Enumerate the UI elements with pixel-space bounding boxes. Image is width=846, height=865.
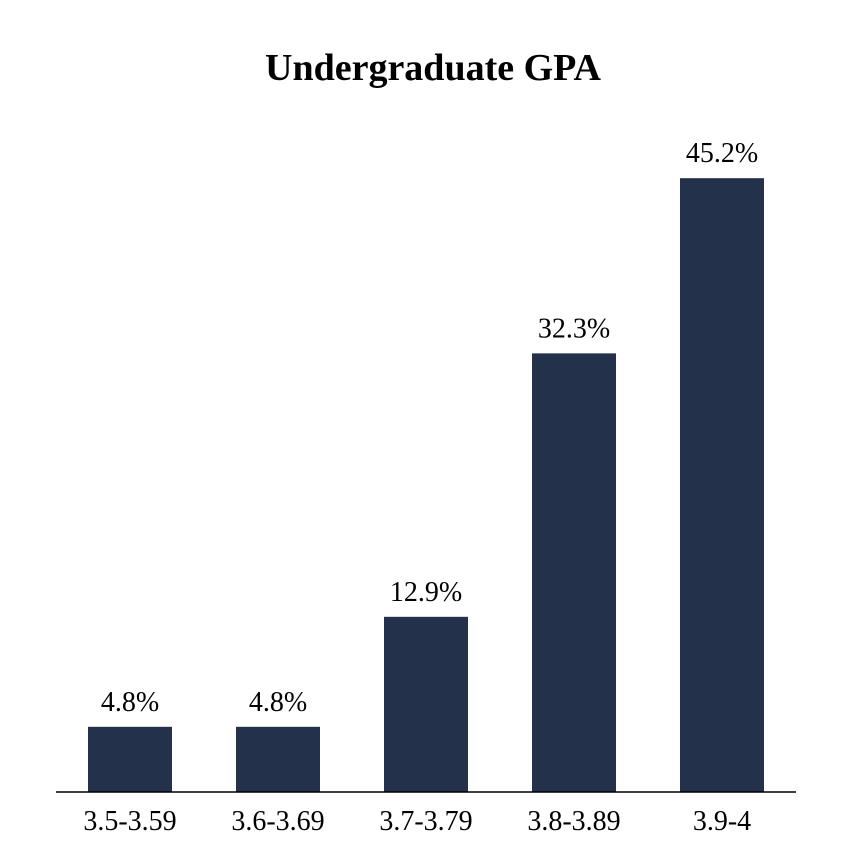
value-label-3.7-3.79: 12.9% <box>390 577 462 608</box>
x-tick-label-3.6-3.69: 3.6-3.69 <box>231 806 324 837</box>
bar-3.6-3.69 <box>236 726 320 792</box>
bars-group <box>88 178 764 792</box>
x-tick-label-3.9-4: 3.9-4 <box>693 806 751 837</box>
x-tick-label-3.8-3.89: 3.8-3.89 <box>527 806 620 837</box>
value-label-3.9-4: 45.2% <box>686 138 758 169</box>
bar-3.8-3.89 <box>532 353 616 792</box>
value-labels-group: 4.8% 4.8% 12.9% 32.3% 45.2% <box>101 138 758 718</box>
x-tick-label-3.5-3.59: 3.5-3.59 <box>83 806 176 837</box>
chart-title: Undergraduate GPA <box>265 47 602 89</box>
value-label-3.6-3.69: 4.8% <box>249 687 307 718</box>
value-label-3.8-3.89: 32.3% <box>538 313 610 344</box>
x-tick-labels-group: 3.5-3.59 3.6-3.69 3.7-3.79 3.8-3.89 3.9-4 <box>83 806 751 837</box>
bar-3.5-3.59 <box>88 726 172 792</box>
bar-3.7-3.79 <box>384 616 468 792</box>
bar-3.9-4 <box>680 178 764 792</box>
value-label-3.5-3.59: 4.8% <box>101 687 159 718</box>
x-tick-label-3.7-3.79: 3.7-3.79 <box>379 806 472 837</box>
